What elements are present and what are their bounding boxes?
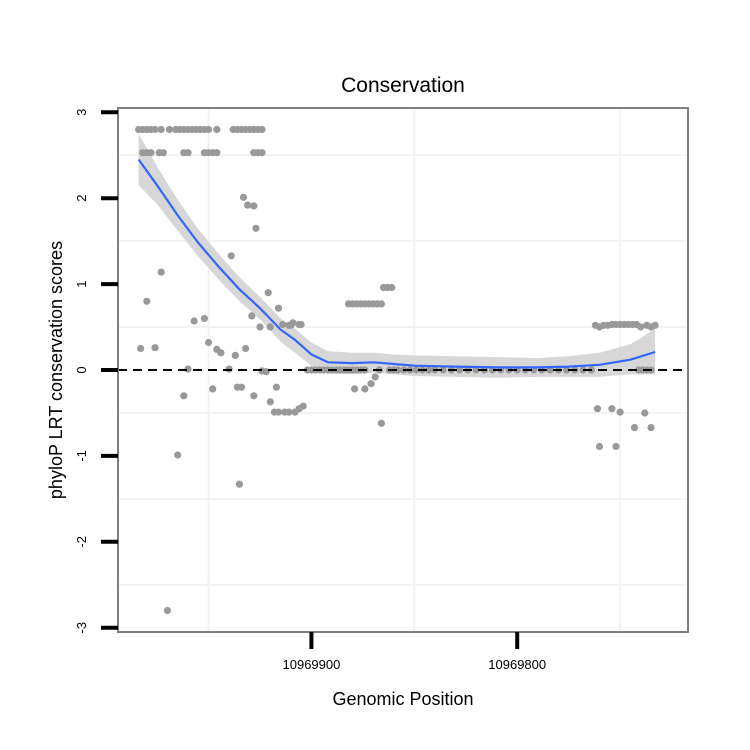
y-tick-label: 0: [74, 366, 89, 373]
data-point: [388, 283, 396, 292]
y-tick-label: 2: [74, 195, 89, 202]
data-point: [289, 319, 297, 327]
axes-layer: 3 2 1 0 -1 -2 -3 10969900 10969800: [74, 109, 546, 672]
data-point: [361, 385, 369, 393]
data-point: [266, 323, 274, 331]
data-point: [377, 419, 385, 427]
data-point: [157, 268, 165, 276]
data-point: [237, 383, 246, 391]
data-point: [143, 297, 151, 305]
data-point: [235, 480, 243, 488]
data-point: [266, 398, 274, 406]
data-point: [217, 349, 225, 357]
data-point: [159, 149, 167, 157]
data-point: [157, 125, 165, 134]
data-point: [258, 125, 266, 134]
x-axis-label: Genomic Position: [332, 689, 473, 709]
y-tick-label: -1: [74, 450, 89, 462]
data-point: [297, 320, 305, 329]
data-point: [647, 424, 655, 432]
confidence-band: [138, 133, 656, 378]
data-point: [456, 366, 464, 374]
data-point: [274, 304, 283, 312]
data-point: [174, 451, 182, 459]
data-point: [244, 201, 252, 209]
y-tick-label: -2: [74, 536, 89, 548]
data-point: [412, 366, 420, 374]
data-point: [256, 323, 264, 331]
data-point: [163, 606, 171, 615]
data-point: [608, 405, 616, 413]
data-point: [204, 338, 213, 347]
data-point: [394, 366, 402, 374]
x-tick-label: 10969900: [283, 657, 341, 672]
data-point: [190, 317, 198, 325]
data-point: [165, 125, 173, 134]
data-point: [213, 125, 221, 134]
data-point: [227, 252, 235, 260]
data-point: [367, 380, 375, 388]
data-point: [184, 149, 192, 157]
data-point: [200, 314, 208, 323]
data-point: [563, 366, 571, 374]
y-tick-label: 3: [74, 109, 89, 116]
data-point: [147, 149, 155, 157]
data-point: [151, 344, 159, 352]
data-point: [272, 383, 280, 391]
data-point: [180, 392, 188, 400]
data-point: [151, 125, 159, 134]
data-point: [641, 409, 649, 417]
chart-title: Conservation: [341, 74, 465, 97]
data-point: [250, 202, 258, 210]
data-point: [250, 392, 258, 400]
y-tick-label: 1: [74, 280, 89, 287]
x-tick-label: 10969800: [488, 657, 546, 672]
data-point: [425, 366, 433, 374]
data-point: [209, 385, 217, 393]
y-tick-label: -3: [74, 622, 89, 634]
data-point: [242, 344, 250, 353]
confidence-band-layer: [138, 133, 656, 378]
data-point: [439, 366, 447, 374]
data-point: [630, 424, 639, 432]
data-point: [285, 408, 293, 416]
data-point: [651, 321, 659, 329]
data-point: [213, 149, 221, 157]
y-axis-label: phyloP LRT conservation scores: [46, 241, 66, 499]
data-point: [299, 402, 307, 410]
data-point: [258, 149, 266, 157]
data-point: [239, 193, 248, 201]
data-point: [279, 320, 287, 329]
data-point: [137, 344, 145, 353]
data-point: [231, 351, 239, 359]
data-point: [252, 224, 260, 232]
data-point: [264, 289, 272, 297]
data-point: [593, 405, 602, 413]
data-point: [371, 373, 379, 381]
loess-smooth-line: [137, 158, 656, 369]
data-point: [248, 312, 256, 320]
data-point: [204, 125, 213, 134]
data-point: [472, 366, 480, 374]
smooth-line-layer: [137, 158, 656, 369]
data-point: [637, 323, 645, 331]
data-point: [595, 442, 604, 451]
data-point: [351, 385, 359, 393]
data-point: [612, 442, 620, 451]
data-point: [616, 408, 624, 416]
data-point: [274, 408, 283, 416]
data-point: [377, 300, 385, 308]
